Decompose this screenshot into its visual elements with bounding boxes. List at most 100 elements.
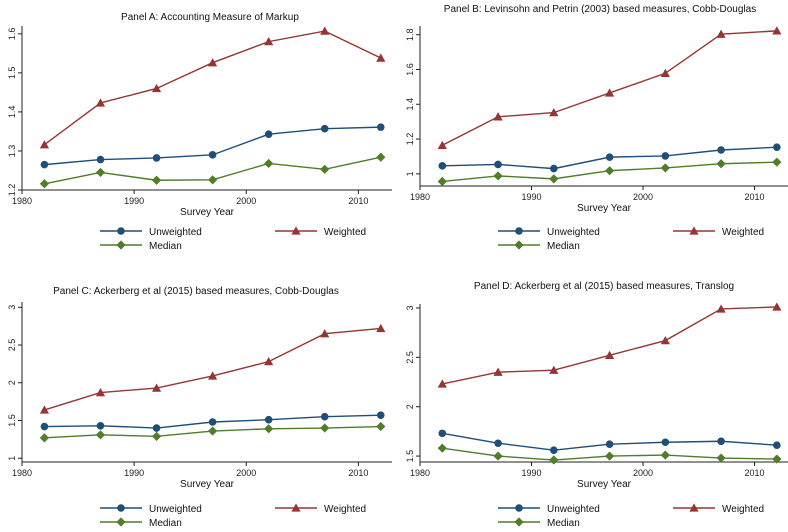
data-point [320,26,330,35]
x-tick-label: 1990 [124,196,144,206]
x-tick-label: 2010 [348,468,368,478]
data-point [660,450,670,460]
panel-d: Panel D: Ackerberg et al (2015) based me… [405,281,788,529]
series-unweighted [438,429,781,454]
data-point [604,166,615,176]
y-tick-label: 2.5 [7,339,17,352]
data-point [773,441,781,450]
data-point [208,426,218,436]
legend-marker [116,517,126,527]
data-point [95,167,106,178]
legend-marker [514,517,524,527]
data-point [661,152,670,160]
legend: Unweighted Weighted Median [100,226,366,252]
x-axis-label: Survey Year [180,207,235,218]
data-point [493,367,503,376]
legend-label: Unweighted [149,227,202,238]
legend-label: Unweighted [547,504,600,515]
data-point [660,335,670,345]
legend-label: Median [149,241,182,252]
series-median [39,421,386,443]
data-point [716,159,726,169]
data-point [772,157,782,167]
data-point [716,453,726,463]
y-tick-label: 1.5 [405,450,415,463]
data-point [437,176,447,187]
data-point [549,174,559,184]
data-point [438,162,447,170]
data-point [437,443,447,453]
legend-marker [291,503,301,512]
data-point [208,175,218,185]
y-tick-label: 1.6 [405,63,415,76]
data-point [152,154,161,162]
data-point [39,140,50,149]
data-point [264,424,274,434]
legend-label: Weighted [324,227,366,238]
y-tick-label: 1.6 [7,28,17,41]
y-tick-label: 1 [405,171,415,176]
x-axis-label: Survey Year [577,479,632,490]
data-point [320,164,330,174]
data-point [40,422,49,431]
data-point [152,424,161,432]
data-point [717,146,725,154]
data-point [208,151,217,159]
data-point [716,304,726,313]
data-point [493,171,503,181]
data-point [208,58,218,67]
legend-marker [515,227,523,235]
data-point [264,158,274,169]
panel-c: Panel C: Ackerberg et al (2015) based me… [7,286,392,529]
data-point [494,160,502,169]
x-tick-label: 1980 [12,468,32,478]
x-tick-label: 2000 [633,468,653,478]
legend-label: Unweighted [149,504,202,515]
series-weighted [39,26,386,149]
data-point [604,350,615,360]
x-tick-label: 2000 [236,196,256,206]
data-point [550,164,558,173]
data-point [264,37,274,46]
y-tick-label: 1.2 [405,133,415,146]
data-point [772,454,782,464]
data-point [151,175,162,185]
data-point [716,29,726,38]
data-point [376,123,385,131]
data-point [96,421,105,430]
x-tick-label: 2000 [236,468,256,478]
legend-marker [689,503,699,512]
data-point [151,431,162,441]
x-tick-label: 1990 [521,192,541,202]
series-unweighted [438,143,781,173]
data-point [320,124,329,133]
data-point [376,53,386,62]
panel-title: Panel D: Ackerberg et al (2015) based me… [474,281,734,292]
x-tick-label: 1980 [410,192,430,202]
data-point [437,140,447,149]
data-point [40,160,49,169]
data-point [208,371,218,380]
y-tick-label: 1.3 [7,145,17,158]
x-tick-label: 1990 [521,468,541,478]
series-median [437,443,782,465]
x-tick-label: 2010 [348,196,368,206]
data-point [661,438,670,447]
data-point [604,451,615,461]
y-tick-label: 1.4 [7,106,17,119]
series-unweighted [40,123,385,169]
data-point [660,163,670,173]
data-point [717,437,725,446]
legend-label: Weighted [722,504,764,515]
legend: Unweighted Weighted Median [498,226,764,252]
series-unweighted [40,411,385,432]
data-point [773,143,781,152]
x-tick-label: 1980 [12,196,32,206]
x-tick-label: 2000 [633,192,653,202]
series-line [441,30,777,146]
data-point [376,323,386,333]
data-point [605,153,614,161]
data-point [549,455,559,465]
legend-marker [514,240,524,250]
data-point [772,302,782,311]
